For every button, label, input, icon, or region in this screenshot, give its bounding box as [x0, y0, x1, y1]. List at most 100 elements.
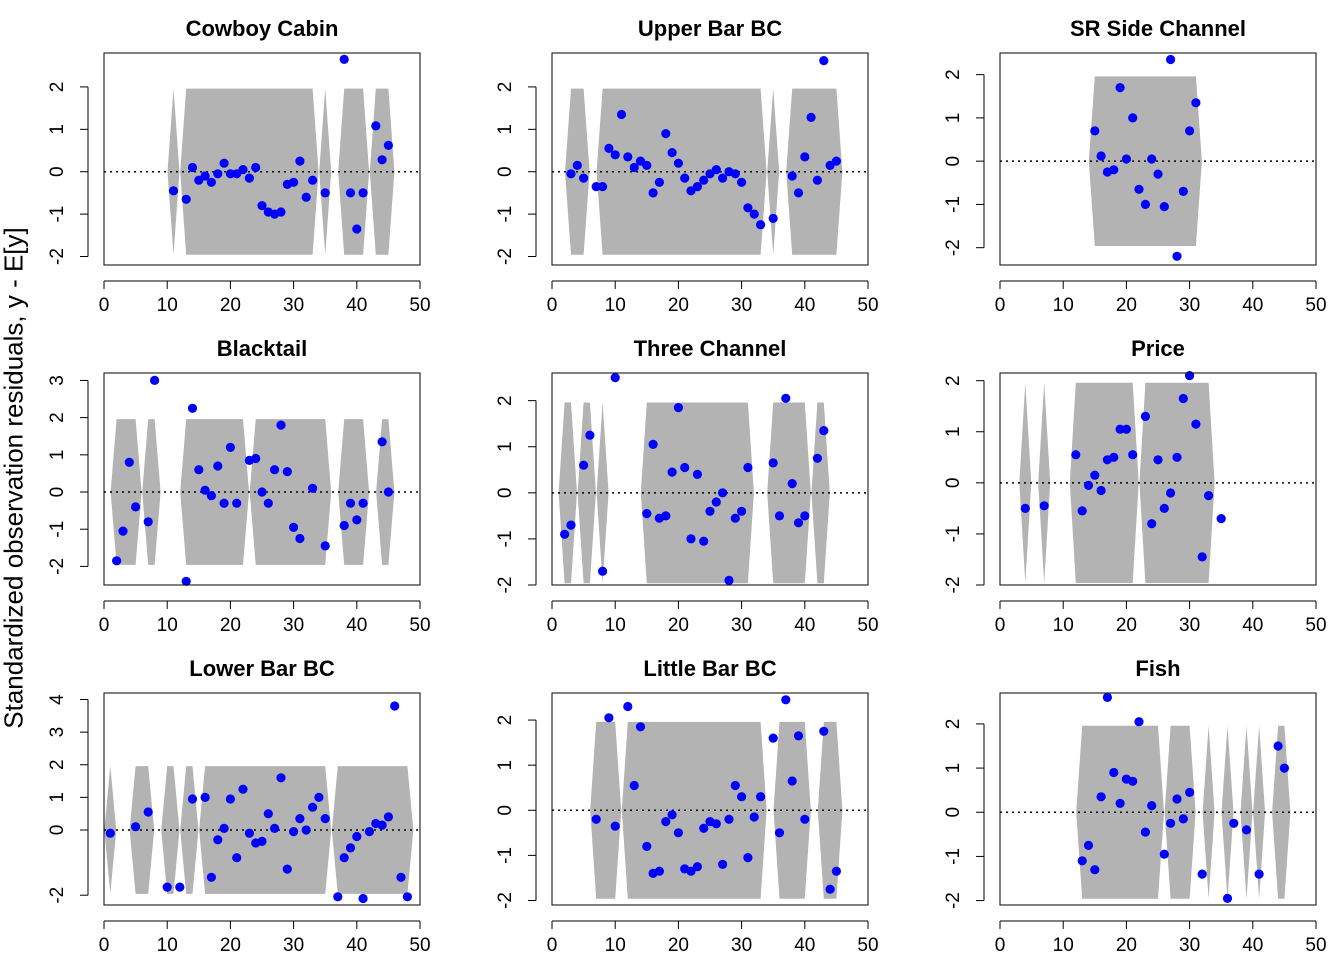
- x-tick-label: 20: [220, 935, 241, 956]
- residual-point: [629, 780, 639, 791]
- confidence-band: [767, 402, 811, 584]
- residual-point: [1172, 452, 1182, 462]
- x-tick-label: 30: [1179, 935, 1200, 956]
- y-tick-label: -2: [47, 887, 68, 904]
- residual-point: [724, 575, 734, 586]
- confidence-band: [1139, 382, 1215, 583]
- y-tick-label: -2: [495, 577, 516, 594]
- residual-point: [718, 488, 728, 498]
- residual-point: [124, 457, 134, 467]
- panel-little-bar-bc: Little Bar BC 0 10 20 30 40 50 -2 -1 0 1 2: [495, 656, 879, 956]
- residual-point: [1147, 154, 1157, 164]
- plot-frame: [999, 692, 1317, 906]
- residual-point: [352, 831, 362, 842]
- residual-point: [251, 453, 261, 464]
- residual-point: [730, 780, 740, 791]
- residual-point: [800, 814, 810, 824]
- y-tick-label: -2: [943, 239, 964, 256]
- confidence-band: [338, 88, 370, 255]
- residual-point: [654, 177, 665, 187]
- residual-point: [1197, 552, 1207, 562]
- plot-frame: [103, 692, 421, 906]
- y-tick-label: 0: [47, 487, 68, 498]
- y-tick-label: 1: [495, 441, 516, 452]
- x-tick-label: 0: [995, 295, 1006, 316]
- x-tick-label: 50: [1305, 935, 1326, 956]
- residual-point: [168, 186, 179, 196]
- x-tick-label: 50: [409, 615, 430, 636]
- x-tick-label: 30: [1179, 295, 1200, 316]
- panel-sr-side-channel: SR Side Channel 0 10 20 30 40 50 -2 -1 0 1 2: [943, 16, 1327, 316]
- x-tick-label: 20: [1116, 935, 1137, 956]
- confidence-band: [596, 402, 609, 584]
- residual-point: [187, 403, 198, 413]
- panel-title: Fish: [1135, 656, 1180, 681]
- residual-point: [402, 892, 412, 902]
- residual-point: [112, 556, 122, 566]
- residual-point: [768, 213, 778, 223]
- y-tick-label: -2: [47, 558, 68, 575]
- residual-point: [244, 173, 254, 183]
- residual-point: [219, 498, 229, 508]
- residual-point: [1185, 787, 1195, 798]
- y-tick-label: 3: [47, 375, 68, 386]
- x-tick-label: 50: [857, 295, 878, 316]
- x-tick-label: 20: [220, 615, 241, 636]
- x-tick-label: 0: [547, 615, 558, 636]
- residual-point: [257, 836, 267, 847]
- residual-point: [610, 821, 620, 831]
- residual-point: [320, 541, 330, 551]
- plot-frame: [999, 372, 1317, 586]
- residual-point: [1153, 455, 1163, 465]
- y-tick-label: -1: [495, 847, 516, 864]
- residual-point: [339, 54, 349, 64]
- residual-point: [345, 843, 356, 853]
- x-tick-label: 40: [346, 615, 367, 636]
- residual-point: [270, 823, 280, 834]
- confidence-band: [1069, 382, 1139, 583]
- y-tick-label: -1: [47, 521, 68, 538]
- residual-point: [320, 188, 330, 198]
- residual-point: [1128, 776, 1138, 786]
- residual-point: [604, 713, 614, 723]
- panel-fish: Fish 0 10 20 30 40 50 -2 -1 0 1 2: [943, 656, 1327, 956]
- residual-point: [383, 487, 393, 497]
- confidence-band: [110, 419, 142, 565]
- residual-point: [692, 469, 703, 479]
- residual-point: [1109, 767, 1119, 778]
- plot-frame: [103, 52, 421, 266]
- residual-point: [623, 701, 633, 712]
- residual-point: [339, 853, 349, 863]
- y-tick-label: 1: [943, 426, 964, 437]
- residual-point: [270, 465, 280, 475]
- residual-point: [623, 152, 633, 162]
- residual-point: [295, 533, 305, 544]
- residual-point: [308, 175, 318, 185]
- y-tick-label: -2: [47, 248, 68, 265]
- y-tick-label: 0: [47, 166, 68, 177]
- residual-point: [1140, 199, 1150, 209]
- plot-frame: [551, 372, 869, 586]
- panel-blacktail: Blacktail 0 10 20 30 40 50 -2 -1 0 1 2 3: [47, 336, 431, 636]
- residual-point: [737, 506, 747, 516]
- x-tick-label: 0: [547, 935, 558, 956]
- residual-point: [1020, 503, 1030, 513]
- residual-point: [371, 121, 381, 131]
- confidence-band: [596, 88, 767, 255]
- y-tick-label: 2: [495, 395, 516, 406]
- y-tick-label: 2: [495, 715, 516, 726]
- residual-point: [661, 511, 671, 521]
- x-tick-label: 40: [1242, 615, 1263, 636]
- y-tick-label: 2: [943, 719, 964, 730]
- x-tick-label: 40: [794, 295, 815, 316]
- y-tick-label: 1: [943, 763, 964, 774]
- residual-point: [749, 812, 759, 822]
- residual-point: [699, 823, 709, 833]
- panel-cowboy-cabin: Cowboy Cabin 0 10 20 30 40 50 -2 -1 0 1 2: [47, 16, 431, 316]
- x-tick-label: 50: [857, 935, 878, 956]
- residual-point: [1077, 856, 1087, 866]
- x-tick-label: 40: [1242, 935, 1263, 956]
- residual-point: [200, 485, 210, 495]
- residual-point: [276, 207, 286, 217]
- residual-point: [1197, 869, 1207, 879]
